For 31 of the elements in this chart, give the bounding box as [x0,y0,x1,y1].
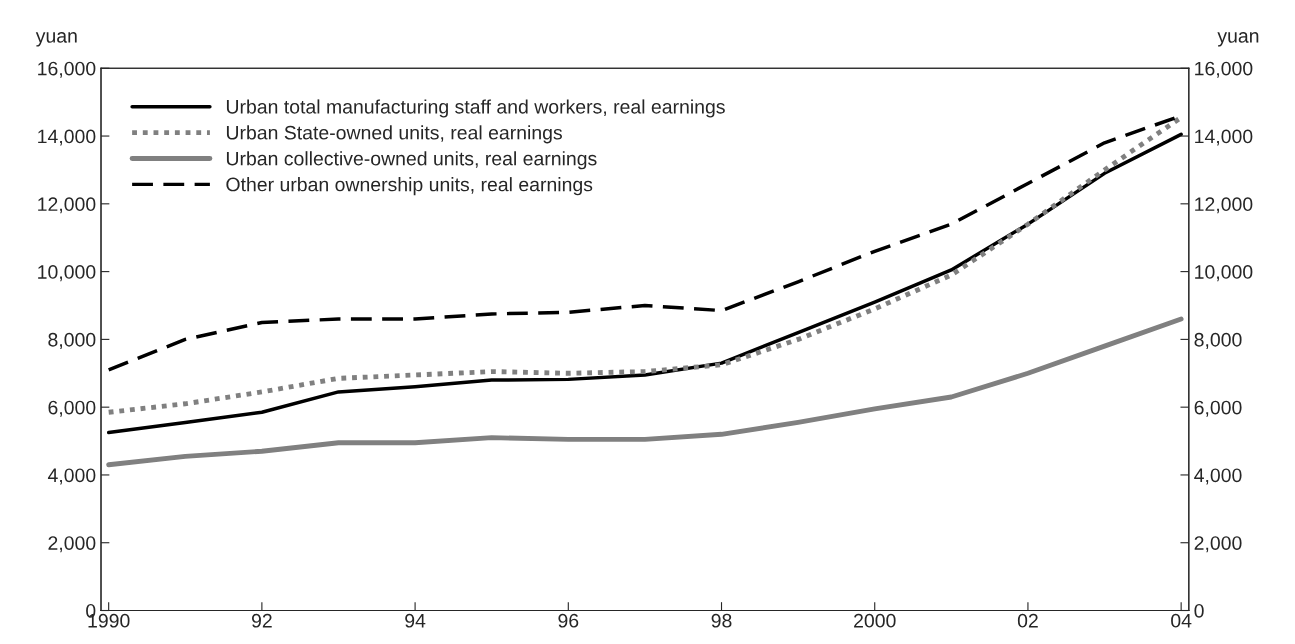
y-axis-title: yuan [35,32,77,47]
y2-tick-label: 16,000 [1195,61,1253,78]
y-tick-label: 6,000 [48,400,96,417]
line-series [106,316,1184,468]
x-tick-label: 2000 [854,613,896,628]
y2-tick-label: 4,000 [1194,468,1242,485]
y-tick-label: 16,000 [38,61,96,78]
y-tick-label: 14,000 [38,129,96,146]
y-tick-label: 10,000 [38,265,96,282]
y2-tick-label: 10,000 [1195,265,1253,282]
legend-label: Urban total manufacturing staff and workers, real earnings [226,99,725,118]
x-tick-label: 98 [711,613,732,628]
y2-tick-label: 12,000 [1195,197,1253,214]
legend-label: Other urban ownership units, real earnings [226,177,593,196]
x-tick-label: 96 [558,613,579,628]
y2-tick-label: 6,000 [1194,400,1242,417]
x-tick-label: 02 [1017,613,1038,628]
y2-tick-label: 14,000 [1195,129,1253,146]
y2-axis-title: yuan [1217,32,1259,47]
y2-tick-label: 8,000 [1194,332,1242,349]
x-tick-label: 92 [251,613,272,628]
x-tick-label: 04 [1171,613,1192,628]
legend-label: Urban State-owned units, real earnings [226,125,562,144]
y2-tick-label: 2,000 [1194,536,1242,553]
y-tick-label: 2,000 [48,536,96,553]
y2-tick-label: 0 [1194,603,1204,618]
y-tick-label: 8,000 [48,332,96,349]
y-tick-label: 12,000 [38,197,96,214]
x-tick-label: 94 [405,613,426,628]
legend-label: Urban collective-owned units, real earnings [226,151,597,170]
y-tick-label: 4,000 [47,468,96,485]
